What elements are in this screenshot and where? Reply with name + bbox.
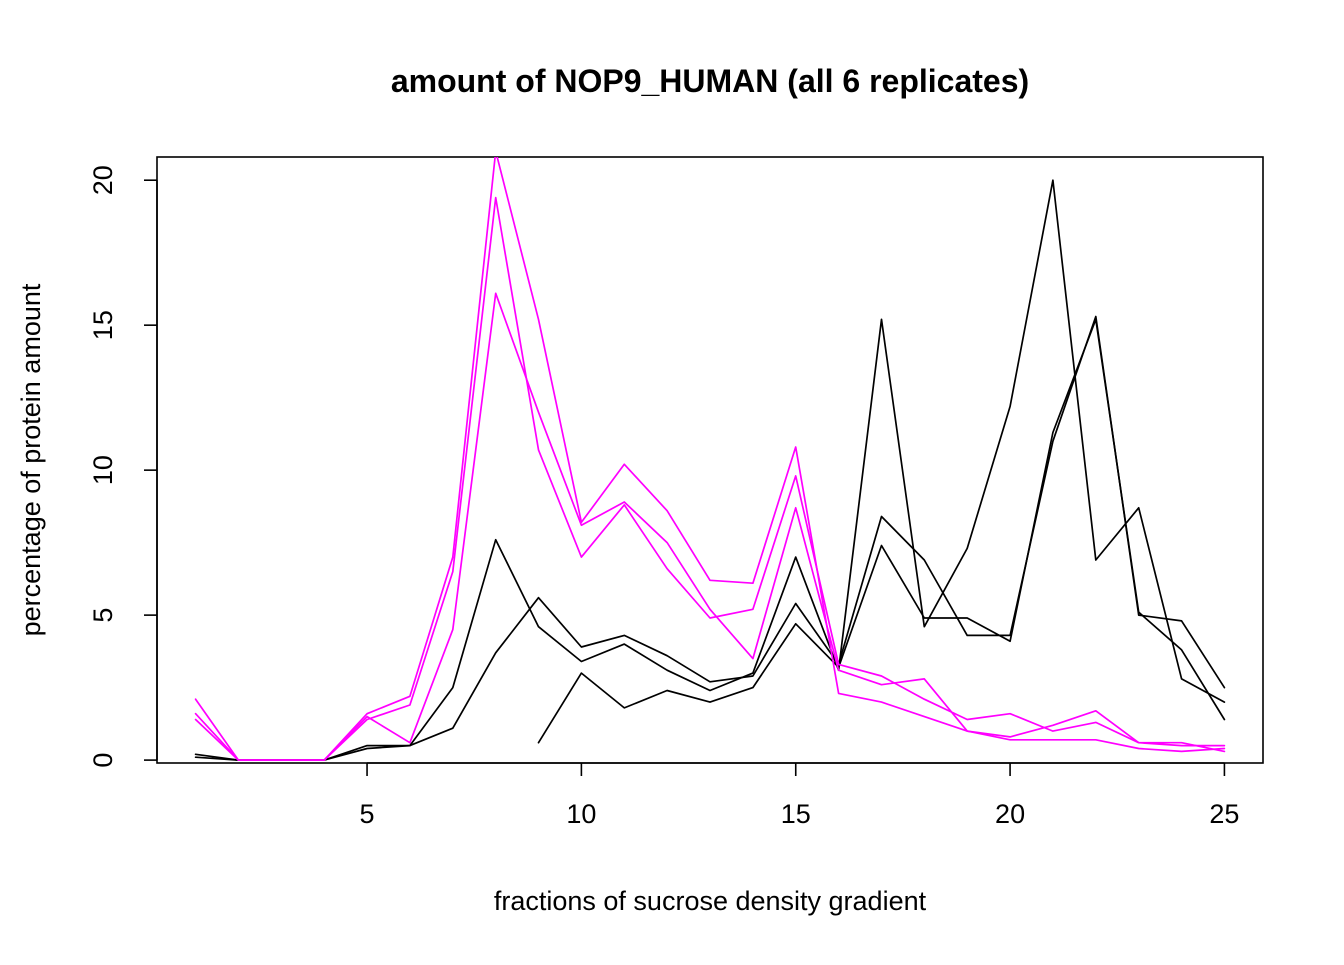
plot-frame [156,156,1264,764]
series-line-5 [194,196,1226,761]
series-line-1 [194,179,1226,761]
y-tick-label: 5 [88,608,118,623]
chart-title: amount of NOP9_HUMAN (all 6 replicates) [391,63,1029,99]
y-tick-label: 0 [88,753,118,768]
y-tick-label: 15 [88,310,118,340]
series-layer [194,157,1226,761]
x-axis-label: fractions of sucrose density gradient [494,886,927,916]
series-line-6 [194,292,1226,761]
y-axis-label: percentage of protein amount [16,283,46,636]
x-tick-label: 10 [566,799,596,829]
y-tick-label: 10 [88,455,118,485]
x-tick-label: 5 [360,799,375,829]
x-tick-label: 15 [781,799,811,829]
x-tick-label: 25 [1209,799,1239,829]
series-line-4 [194,157,1226,761]
x-axis: 5 10 15 20 25 [360,762,1239,829]
series-line-3 [537,318,1226,744]
y-axis: 0 5 10 15 20 [88,165,158,768]
y-tick-label: 20 [88,165,118,195]
series-line-2 [194,315,1226,761]
x-tick-label: 20 [995,799,1025,829]
